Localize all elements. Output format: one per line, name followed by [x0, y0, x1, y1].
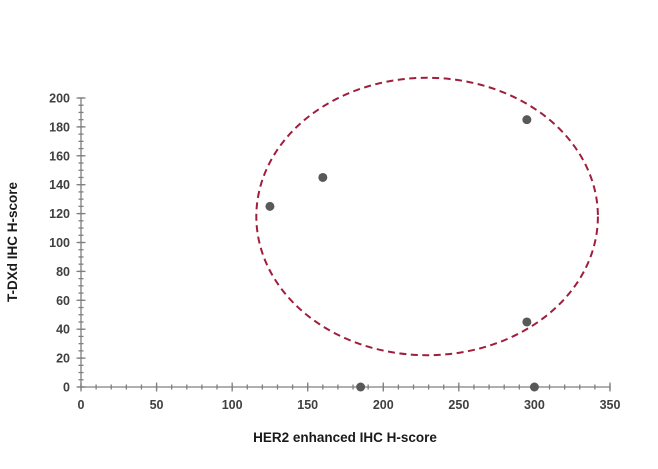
- axes: [76, 97, 611, 392]
- y-tick-label: 20: [56, 352, 70, 366]
- x-axis-title: HER2 enhanced IHC H-score: [253, 430, 437, 445]
- data-point: [529, 382, 539, 392]
- y-axis-title: T-DXd IHC H-score: [5, 182, 20, 303]
- x-tick-label: 350: [600, 398, 621, 412]
- data-points: [265, 115, 539, 392]
- y-tick-label: 200: [49, 92, 70, 106]
- data-point: [522, 317, 532, 327]
- x-tick-label: 50: [150, 398, 164, 412]
- y-tick-label: 180: [49, 120, 70, 134]
- dashed-ellipse-annotation: [255, 76, 599, 357]
- y-tick-label: 160: [49, 149, 70, 163]
- x-tick-label: 200: [373, 398, 394, 412]
- y-tick-label: 100: [49, 236, 70, 250]
- x-tick-label: 150: [297, 398, 318, 412]
- y-tick-label: 140: [49, 178, 70, 192]
- y-tick-label: 0: [63, 381, 70, 395]
- x-tick-label: 0: [78, 398, 85, 412]
- data-point: [318, 172, 328, 182]
- x-tick-label: 100: [222, 398, 243, 412]
- x-tick-label: 250: [448, 398, 469, 412]
- tick-labels: 0 50 100 150 200 250 300 350 0 20 40 60 80 100 120 140 1…: [49, 92, 620, 413]
- data-point: [265, 201, 275, 211]
- x-tick-label: 300: [524, 398, 545, 412]
- y-tick-label: 80: [56, 265, 70, 279]
- y-tick-label: 60: [56, 294, 70, 308]
- data-point: [356, 382, 366, 392]
- data-point: [522, 115, 532, 125]
- y-tick-label: 120: [49, 207, 70, 221]
- y-tick-label: 40: [56, 323, 70, 337]
